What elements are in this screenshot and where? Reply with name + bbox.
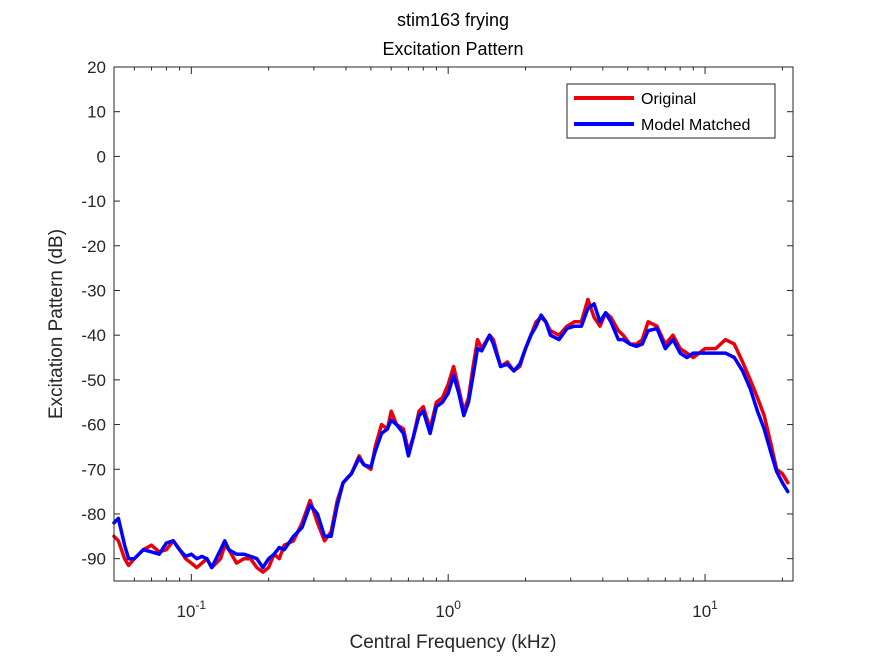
y-tick-label: -40 (81, 326, 106, 345)
chart-title: stim163 frying (397, 10, 509, 30)
plot-area (114, 67, 793, 581)
y-tick-label: -10 (81, 192, 106, 211)
y-axis-label: Excitation Pattern (dB) (46, 229, 67, 419)
y-tick-label: -30 (81, 281, 106, 300)
legend-box (566, 83, 776, 139)
y-tick-label: -50 (81, 371, 106, 390)
y-axis: 20 10 0 -10 -20 -30 -40 -50 -60 -70 -80 -90 (81, 58, 793, 569)
x-tick-label: 101 (692, 598, 718, 621)
series-layer (112, 297, 790, 574)
axes-box (113, 66, 794, 582)
legend-label-model-matched: Model Matched (641, 117, 750, 134)
legend: Original Model Matched (566, 83, 776, 139)
series-line-original (112, 297, 790, 574)
y-tick-label: -70 (81, 460, 106, 479)
y-tick-label: -20 (81, 237, 106, 256)
x-tick-label: 100 (435, 598, 461, 621)
x-axis: 10-1 100 101 (113, 67, 783, 621)
series-line-model-matched (112, 302, 790, 570)
y-tick-label: -80 (81, 505, 106, 524)
y-tick-label: -60 (81, 416, 106, 435)
y-tick-label: 20 (87, 58, 106, 77)
legend-label-original: Original (641, 91, 696, 108)
chart-subtitle: Excitation Pattern (382, 39, 523, 59)
y-tick-label: 10 (87, 103, 106, 122)
y-tick-label: -90 (81, 550, 106, 569)
y-tick-label: 0 (97, 147, 106, 166)
x-axis-label: Central Frequency (kHz) (350, 632, 557, 653)
x-tick-label: 10-1 (177, 598, 207, 621)
